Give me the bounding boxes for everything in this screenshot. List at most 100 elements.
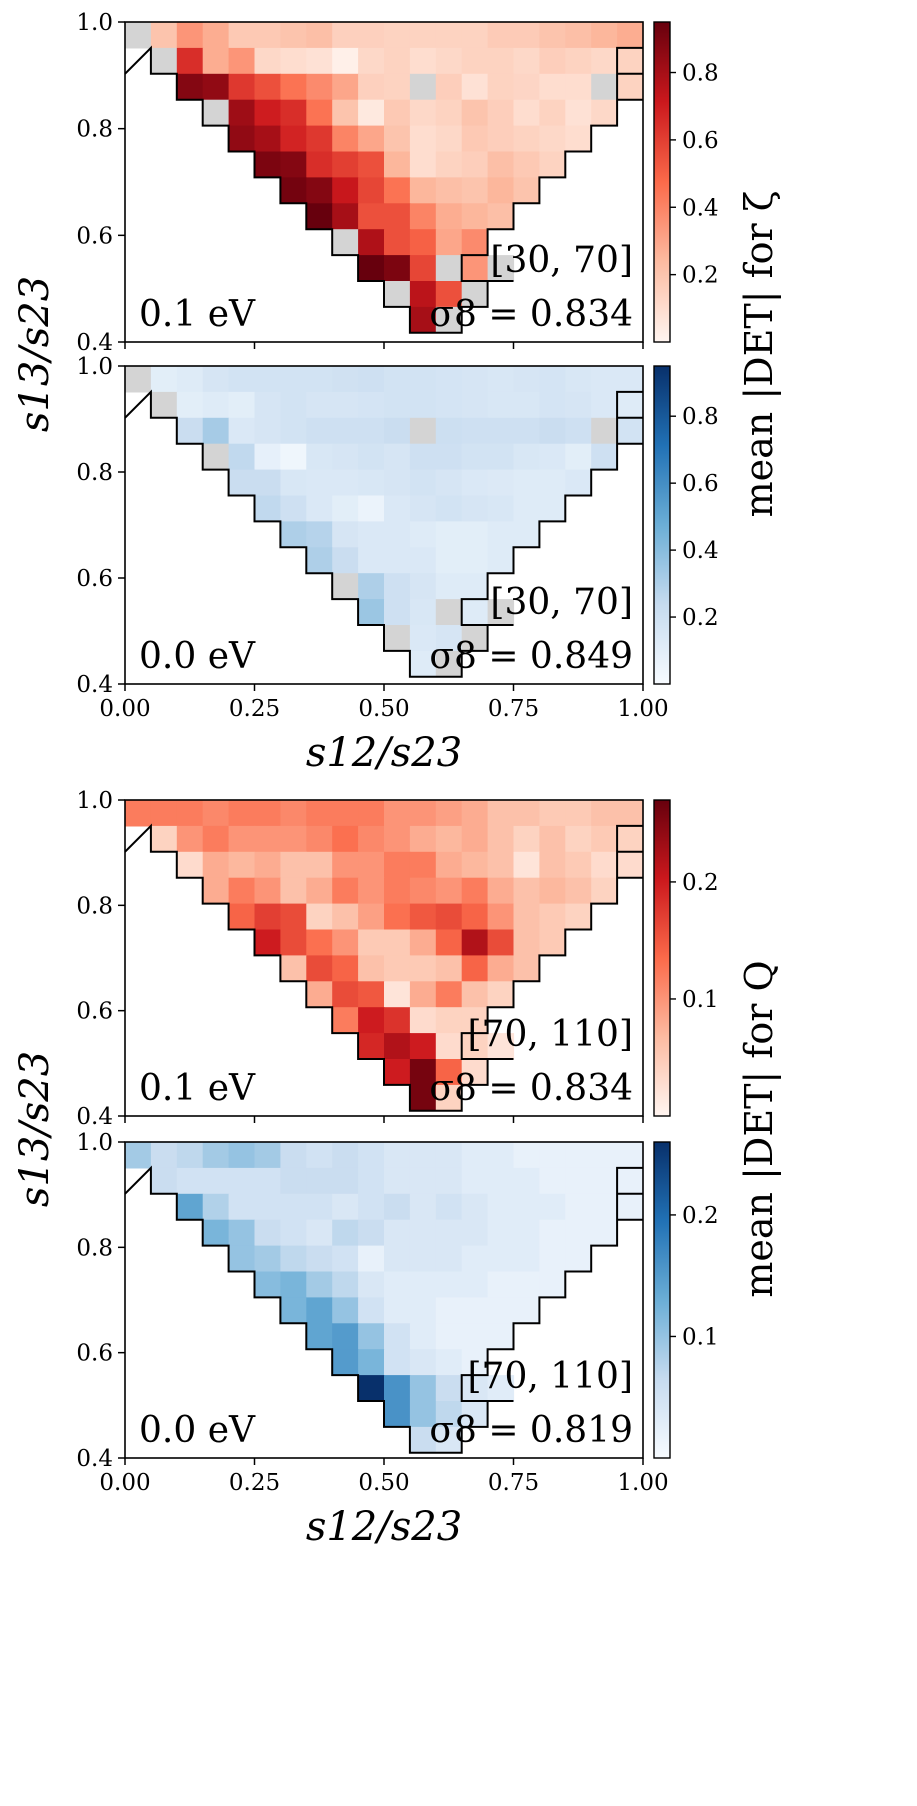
- heatmap-cell: [461, 1245, 489, 1273]
- heatmap-cell: [435, 825, 463, 853]
- heatmap-cell: [461, 1167, 489, 1195]
- heatmap-cell: [306, 521, 333, 548]
- heatmap-cell: [176, 1193, 204, 1221]
- heatmap-cell: [254, 469, 281, 497]
- heatmap-cell: [228, 73, 256, 101]
- heatmap-cell: [358, 1375, 385, 1402]
- colorbar-tick-label: 0.8: [682, 404, 719, 430]
- annotation-range: [30, 70]: [490, 582, 633, 623]
- heatmap-cell: [409, 1323, 437, 1350]
- heatmap-cell: [487, 1142, 515, 1169]
- heatmap-cell: [513, 825, 540, 853]
- heatmap-cell: [487, 1219, 515, 1247]
- heatmap-cell: [539, 47, 566, 75]
- heatmap-cell: [591, 877, 618, 905]
- heatmap-cell: [332, 1349, 359, 1376]
- heatmap-cell: [332, 800, 359, 827]
- heatmap-cell: [228, 125, 256, 153]
- heatmap-cell: [358, 469, 385, 497]
- heatmap-cell: [358, 151, 385, 178]
- heatmap-cell: [409, 547, 437, 574]
- heatmap-cell: [306, 1323, 333, 1350]
- heatmap-cell: [487, 1167, 515, 1195]
- heatmap-cell: [461, 1059, 489, 1086]
- heatmap-cell: [487, 599, 515, 626]
- heatmap-cell: [513, 99, 540, 127]
- heatmap-cell: [332, 417, 359, 445]
- heatmap-cell: [176, 1142, 204, 1169]
- heatmap-cell: [332, 573, 359, 600]
- heatmap-cell: [228, 1193, 256, 1221]
- colorbar-tick-label: 0.1: [682, 987, 719, 1013]
- heatmap-cell: [228, 800, 256, 827]
- heatmap-cell: [487, 366, 515, 393]
- heatmap-cell: [384, 1219, 411, 1247]
- colorbar-tick-label: 0.2: [682, 263, 719, 289]
- heatmap-cell: [513, 1219, 540, 1247]
- heatmap-cell: [384, 203, 411, 230]
- heatmap-cell: [228, 1167, 256, 1195]
- heatmap-cell: [591, 22, 618, 49]
- heatmap-cell: [358, 903, 385, 931]
- heatmap-cell: [384, 547, 411, 574]
- heatmap-cell: [513, 417, 540, 445]
- heatmap-cell: [435, 417, 463, 445]
- heatmap-cell: [228, 1142, 256, 1169]
- heatmap-cell: [306, 1271, 333, 1298]
- heatmap-cell: [591, 391, 618, 419]
- heatmap-cell: [280, 1193, 307, 1221]
- heatmap-cell: [202, 47, 230, 75]
- heatmap-cell: [409, 73, 437, 101]
- heatmap-cell: [565, 47, 592, 75]
- heatmap-cell: [358, 229, 385, 256]
- heatmap-cell: [176, 825, 204, 853]
- heatmap-cell: [435, 366, 463, 393]
- heatmap-cell: [358, 1142, 385, 1169]
- annotation-mass: 0.1 eV: [139, 294, 256, 335]
- heatmap-cell: [306, 1142, 333, 1169]
- y-tick-label: 0.8: [76, 893, 113, 919]
- heatmap-cell: [513, 1297, 540, 1324]
- heatmap-cell: [332, 1007, 359, 1034]
- heatmap-cell: [461, 229, 489, 256]
- heatmap-cell: [461, 391, 489, 419]
- heatmap-cell: [358, 99, 385, 127]
- heatmap-cell: [409, 1245, 437, 1273]
- heatmap-cell: [254, 391, 281, 419]
- heatmap-cell: [306, 177, 333, 204]
- heatmap-cell: [306, 47, 333, 75]
- heatmap-cell: [409, 1142, 437, 1169]
- heatmap-cell: [254, 47, 281, 75]
- heatmap-cell: [384, 229, 411, 256]
- heatmap-cell: [150, 800, 178, 827]
- heatmap-cell: [280, 800, 307, 827]
- heatmap-cell: [539, 1193, 566, 1221]
- heatmap-cell: [358, 47, 385, 75]
- heatmap-cell: [539, 125, 566, 153]
- heatmap-cell: [461, 281, 489, 308]
- heatmap-cell: [461, 1193, 489, 1221]
- heatmap-cell: [358, 1297, 385, 1324]
- heatmap-cell: [358, 1007, 385, 1034]
- heatmap-cell: [332, 47, 359, 75]
- heatmap-cell: [306, 800, 333, 827]
- heatmap-cell: [513, 1245, 540, 1273]
- heatmap-cell: [409, 800, 437, 827]
- heatmap-cell: [254, 1193, 281, 1221]
- heatmap-cell: [513, 391, 540, 419]
- heatmap-cell: [461, 366, 489, 393]
- heatmap-cell: [565, 366, 592, 393]
- heatmap-cell: [409, 929, 437, 956]
- heatmap-cell: [513, 929, 540, 956]
- heatmap-cell: [254, 877, 281, 905]
- heatmap-cell: [461, 547, 489, 574]
- heatmap-cell: [358, 547, 385, 574]
- heatmap-panel-Q-bottom: 0.4 0.6 0.8 1.0 0.00 0.25 0.50 0.75 1.00 [70, 110…: [76, 1130, 668, 1550]
- heatmap-cell: [461, 573, 489, 600]
- heatmap-cell: [332, 99, 359, 127]
- x-tick-label: 0.75: [488, 1470, 539, 1496]
- heatmap-panel-Q-top: 0.4 0.6 0.8 1.0 [70, 110] 0.1 eV σ8 = 0.834: [76, 788, 644, 1130]
- heatmap-cell: [358, 391, 385, 419]
- heatmap-cell: [280, 1167, 307, 1195]
- heatmap-cell: [228, 1219, 256, 1247]
